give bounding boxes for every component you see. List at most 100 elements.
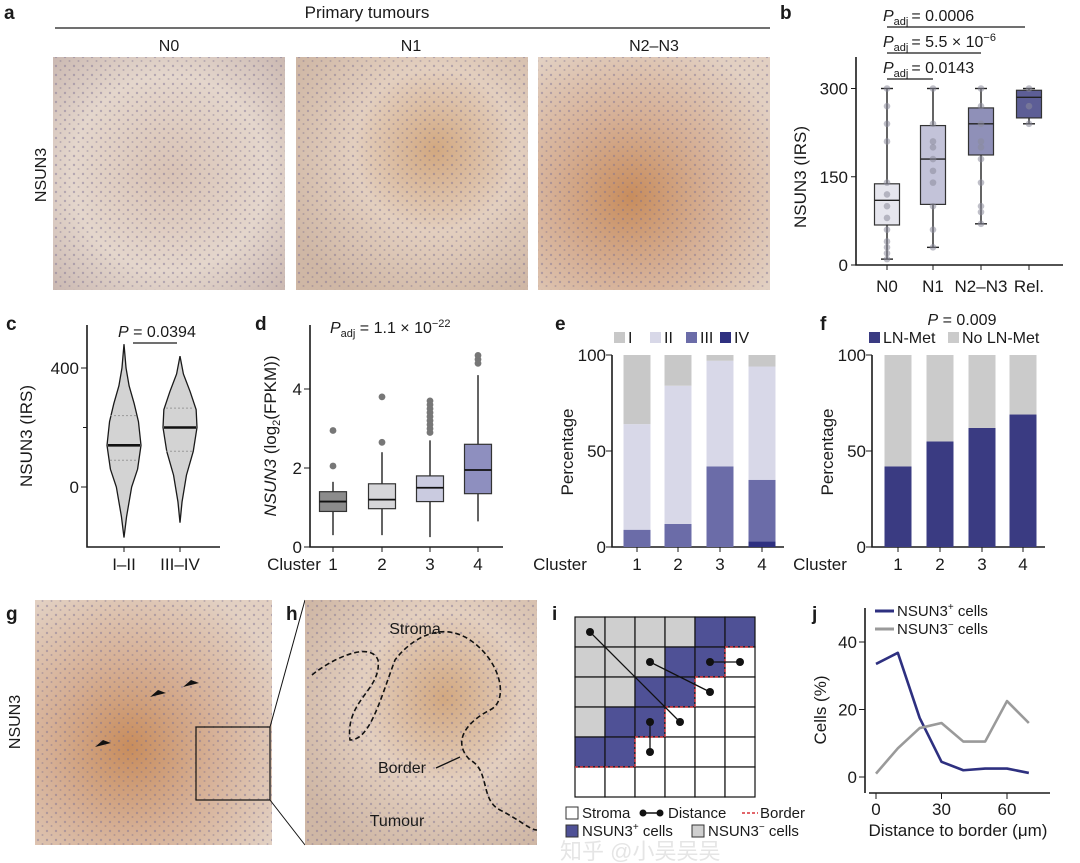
label: cells: [765, 823, 799, 840]
e-xlabel: Cluster: [533, 555, 587, 574]
label: NSUN3: [708, 823, 759, 840]
panel-label-a: a: [4, 3, 15, 24]
legend-label-stroma: Stroma: [582, 805, 631, 822]
f-ylabel: Percentage: [818, 409, 837, 496]
c-xtick-label: I–II: [112, 555, 136, 574]
e-ytick-label: 100: [578, 346, 606, 365]
d-box: [463, 443, 493, 495]
f-bar-LN-Met: [968, 427, 996, 547]
grid-cell: [634, 766, 666, 798]
distance-line: [589, 631, 681, 723]
j-xlabel: Distance to border (μm): [869, 821, 1048, 840]
grid-cell: [574, 676, 606, 708]
panel-label-j: j: [811, 604, 817, 625]
f-bar-No LN-Met: [926, 355, 954, 442]
b-point: [883, 202, 891, 210]
p-value: = 5.5 × 10: [911, 34, 983, 51]
b-point: [929, 85, 937, 92]
zoom-connector: [269, 799, 306, 846]
e-legend-swatch: [650, 332, 661, 343]
b-point: [883, 85, 891, 92]
j-axes: [864, 608, 1050, 794]
j-ytick-label: 0: [848, 768, 857, 787]
distance-endpoint: [646, 748, 654, 756]
b-point: [977, 155, 985, 163]
b-significance-label: Padj = 0.0143: [883, 60, 974, 80]
b-point: [929, 226, 937, 233]
f-legend-label: No LN-Met: [962, 330, 1040, 347]
superscript: −: [759, 822, 765, 833]
e-bar-III: [748, 479, 776, 542]
p-symbol: P: [330, 320, 341, 337]
d-outlier: [426, 397, 434, 405]
grid-cell: [724, 616, 756, 648]
b-point: [929, 120, 937, 128]
grid-cell: [694, 766, 726, 798]
b-point: [1025, 120, 1033, 128]
e-legend-swatch: [614, 332, 625, 343]
ylabel-subscript: 2: [271, 420, 283, 426]
b-point: [883, 244, 891, 251]
b-xtick-label: N0: [876, 277, 898, 296]
grid-cell: [724, 766, 756, 798]
b-point: [929, 167, 937, 175]
e-legend-label: I: [628, 330, 632, 347]
superscript: +: [633, 822, 639, 833]
j-xtick-label: 0: [871, 800, 880, 819]
grid-cell: [724, 676, 756, 708]
c-ylabel: NSUN3 (IRS): [17, 385, 36, 487]
grid-cell: [574, 766, 606, 798]
d-outlier: [329, 462, 337, 470]
grid-cell: [694, 616, 726, 648]
f-xtick-label: 3: [977, 555, 986, 574]
d-ytick-label: 4: [293, 380, 302, 399]
e-bar-I: [706, 355, 734, 361]
e-bar-I: [664, 355, 692, 386]
distance-line: [649, 661, 711, 693]
c-xtick-label: III–IV: [160, 555, 200, 574]
b-point: [883, 255, 891, 263]
d-xlabel: Cluster: [267, 555, 321, 574]
e-ylabel: Percentage: [558, 409, 577, 496]
grid-cell: [694, 706, 726, 738]
b-point: [977, 138, 985, 145]
e-legend-swatch: [686, 332, 697, 343]
j-ytick-label: 40: [838, 633, 857, 652]
j-ytick-label: 20: [838, 701, 857, 720]
p-value: = 0.0394: [129, 324, 196, 341]
j-line-series-1: [875, 699, 1030, 775]
d-xtick-label: 3: [425, 555, 434, 574]
b-significance-label: Padj = 5.5 × 10−6: [883, 32, 996, 54]
ylabel-text: (log: [261, 426, 280, 459]
c-axes: [86, 325, 220, 548]
panel-label-h: h: [286, 604, 298, 625]
grid-cell: [574, 706, 606, 738]
f-legend-label: LN-Met: [883, 330, 936, 347]
b-point: [977, 120, 985, 128]
row-label-nsun3: NSUN3: [33, 148, 50, 202]
panel-g: NSUN3: [7, 599, 306, 846]
legend-label-distance: Distance: [668, 805, 726, 822]
f-bar-LN-Met: [1009, 414, 1037, 547]
d-xtick-label: 2: [377, 555, 386, 574]
b-point: [929, 138, 937, 145]
f-xlabel: Cluster: [793, 555, 847, 574]
e-legend-label: III: [700, 330, 713, 347]
f-xtick-label: 4: [1018, 555, 1027, 574]
e-legend-label: II: [664, 330, 673, 347]
b-point: [977, 220, 985, 228]
b-xtick-label: N2–N3: [955, 277, 1008, 296]
micrograph-g-nuclei: [35, 600, 272, 845]
e-bar-III: [623, 529, 651, 547]
border-outline: [311, 630, 538, 831]
j-legend-label: NSUN3− cells: [897, 620, 988, 638]
micrograph-n1-nuclei: [296, 57, 528, 290]
grid-cell: [664, 736, 696, 768]
d-outlier: [378, 438, 386, 446]
legend-distance-endpoint: [656, 809, 664, 817]
label-tumour: Tumour: [370, 813, 425, 830]
e-xtick-label: 1: [632, 555, 641, 574]
p-value: = 0.0006: [911, 8, 974, 25]
b-point: [929, 144, 937, 151]
b-point: [929, 202, 937, 210]
